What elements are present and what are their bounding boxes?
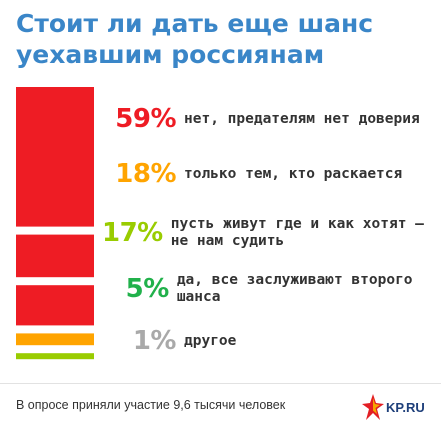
answer-label: да, все заслуживают второго шанса [176, 272, 413, 305]
stacked-bar-svg [16, 87, 94, 360]
answer-label: другое [184, 332, 237, 349]
bar-segment [16, 234, 94, 278]
legend-entry: 17% пусть живут где и как хотят – не нам … [102, 214, 437, 252]
percent-label: 59% [115, 104, 176, 134]
legend-entry: 18% только тем, кто раскается [102, 159, 437, 189]
percent-label: 5% [125, 274, 170, 304]
legend-entry: 1% другое [102, 326, 437, 356]
kp-logo: KP.RU [362, 393, 432, 421]
legend-entry: 59% нет, предателям нет доверия [102, 100, 437, 138]
survey-note: В опросе приняли участие 9,6 тысячи чело… [16, 398, 286, 412]
bar-segment [16, 285, 94, 326]
kp-logo-text: KP.RU [386, 399, 425, 415]
footer-divider [0, 383, 441, 384]
stacked-bar [16, 87, 94, 365]
percent-label: 17% [102, 218, 163, 248]
legend-entry: 5% да, все заслуживают второго шанса [102, 270, 437, 308]
chart-title: Стоит ли дать еще шанс уехавшим россияна… [16, 9, 374, 69]
kp-star-icon [362, 394, 384, 420]
percent-label: 18% [115, 159, 176, 189]
answer-label: нет, предателям нет доверия [184, 110, 420, 127]
answer-label: только тем, кто раскается [184, 165, 403, 182]
bar-segment [16, 87, 94, 227]
bar-segment [16, 333, 94, 346]
bar-segment [16, 353, 94, 360]
answer-label: пусть живут где и как хотят – не нам суд… [170, 216, 424, 249]
percent-label: 1% [132, 326, 177, 356]
